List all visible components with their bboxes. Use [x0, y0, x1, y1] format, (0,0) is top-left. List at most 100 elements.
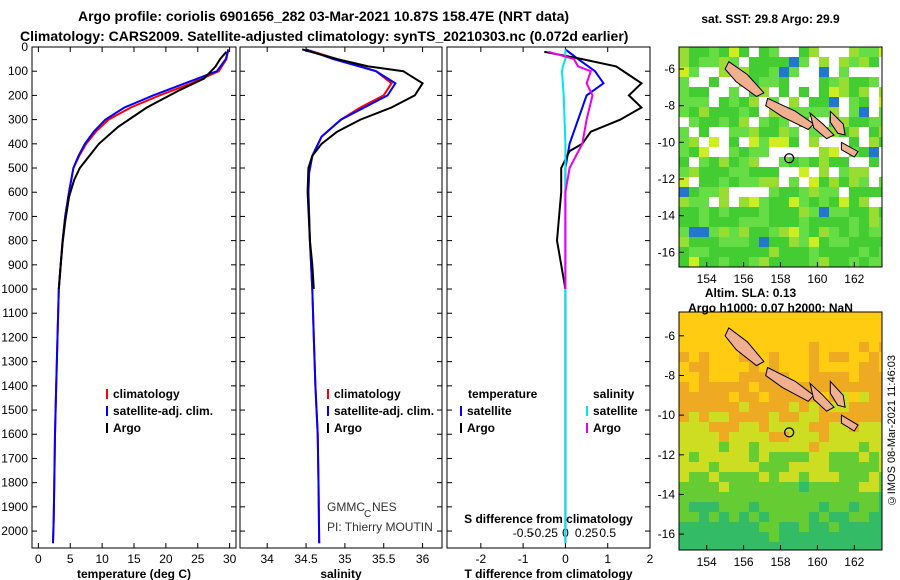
map-cell — [869, 532, 879, 542]
map-cell — [819, 542, 829, 550]
map-y-tick-label: -6 — [664, 329, 675, 343]
map-cell — [749, 522, 759, 532]
map-y-tick-label: -14 — [658, 209, 676, 223]
map-cell — [789, 532, 799, 542]
map-cell — [769, 257, 779, 267]
map-cell — [749, 482, 759, 492]
island — [809, 381, 835, 412]
map-cell — [739, 392, 749, 402]
map-cell — [819, 147, 829, 157]
map-cell — [719, 57, 729, 67]
y-tick-label: 300 — [8, 113, 28, 127]
map-cell — [759, 97, 769, 107]
map-cell — [849, 107, 859, 117]
y-tick-label: 1900 — [1, 500, 28, 514]
map-cell — [719, 532, 729, 542]
map-cell — [779, 322, 789, 332]
map-cell — [779, 117, 789, 127]
map-y-tick-label: -6 — [664, 62, 675, 76]
x-tick-label: 5 — [67, 552, 74, 566]
map-cell — [749, 107, 759, 117]
map-cell — [739, 137, 749, 147]
map-cell — [749, 502, 759, 512]
map-cell — [799, 237, 809, 247]
map-cell — [859, 67, 869, 77]
island — [829, 380, 846, 408]
map-cell — [719, 227, 729, 237]
map-cell — [689, 532, 699, 542]
map-cell — [699, 167, 709, 177]
map-cell — [709, 392, 719, 402]
map-cell — [849, 412, 859, 422]
map-cell — [739, 312, 749, 322]
map-y-tick-label: -8 — [664, 99, 675, 113]
map-cell — [739, 187, 749, 197]
map-title-sst: sat. SST: 29.8 Argo: 29.9 — [701, 12, 840, 26]
map-cell — [879, 522, 882, 532]
map-cell — [859, 322, 869, 332]
map-cell — [859, 117, 869, 127]
map-cell — [689, 207, 699, 217]
map-cell — [829, 67, 839, 77]
y-tick-label: 1400 — [1, 379, 28, 393]
map-cell — [849, 87, 859, 97]
map-cell — [779, 157, 789, 167]
map-cell — [779, 227, 789, 237]
map-cell — [699, 87, 709, 97]
map-cell — [719, 167, 729, 177]
map-cell — [809, 542, 819, 550]
map-cell — [729, 382, 739, 392]
map-cell — [729, 492, 739, 502]
map-cell — [819, 322, 829, 332]
map-cell — [809, 332, 819, 342]
x-tick-label: 15 — [127, 552, 141, 566]
map-cell — [679, 207, 689, 217]
map-cell — [859, 237, 869, 247]
map-cell — [819, 177, 829, 187]
map-cell — [719, 392, 729, 402]
map-cell — [719, 512, 729, 522]
map-cell — [719, 402, 729, 412]
map-cell — [769, 187, 779, 197]
map-cell — [819, 502, 829, 512]
map-cell — [819, 197, 829, 207]
map-cell — [879, 422, 882, 432]
map-cell — [769, 207, 779, 217]
map-cell — [809, 107, 819, 117]
map-cell — [819, 47, 829, 57]
map-cell — [699, 522, 709, 532]
map-cell — [699, 432, 709, 442]
map-cell — [819, 107, 829, 117]
map-cell — [719, 372, 729, 382]
map-cell — [809, 352, 819, 362]
map-cell — [829, 147, 839, 157]
map-cell — [799, 127, 809, 137]
map-cell — [849, 372, 859, 382]
map-cell — [869, 247, 879, 257]
map-cell — [709, 542, 719, 550]
map-cell — [729, 322, 739, 332]
map-cell — [759, 362, 769, 372]
map-cell — [709, 352, 719, 362]
map-cell — [759, 127, 769, 137]
map-cell — [799, 382, 809, 392]
map-cell — [709, 67, 719, 77]
map-cell — [749, 422, 759, 432]
map-cell — [749, 257, 759, 267]
map-cell — [739, 532, 749, 542]
map-cell — [869, 472, 879, 482]
map-cell — [679, 167, 689, 177]
map-cell — [809, 257, 819, 267]
map-cell — [809, 512, 819, 522]
map-cell — [719, 502, 729, 512]
map-cell — [779, 247, 789, 257]
map-cell — [719, 117, 729, 127]
map-cell — [879, 227, 882, 237]
map-cell — [799, 342, 809, 352]
map-cell — [709, 452, 719, 462]
map-cell — [689, 127, 699, 137]
map-cell — [729, 197, 739, 207]
x-tick-label: -2 — [475, 552, 486, 566]
map-cell — [879, 127, 882, 137]
y-tick-label: 100 — [8, 64, 28, 78]
